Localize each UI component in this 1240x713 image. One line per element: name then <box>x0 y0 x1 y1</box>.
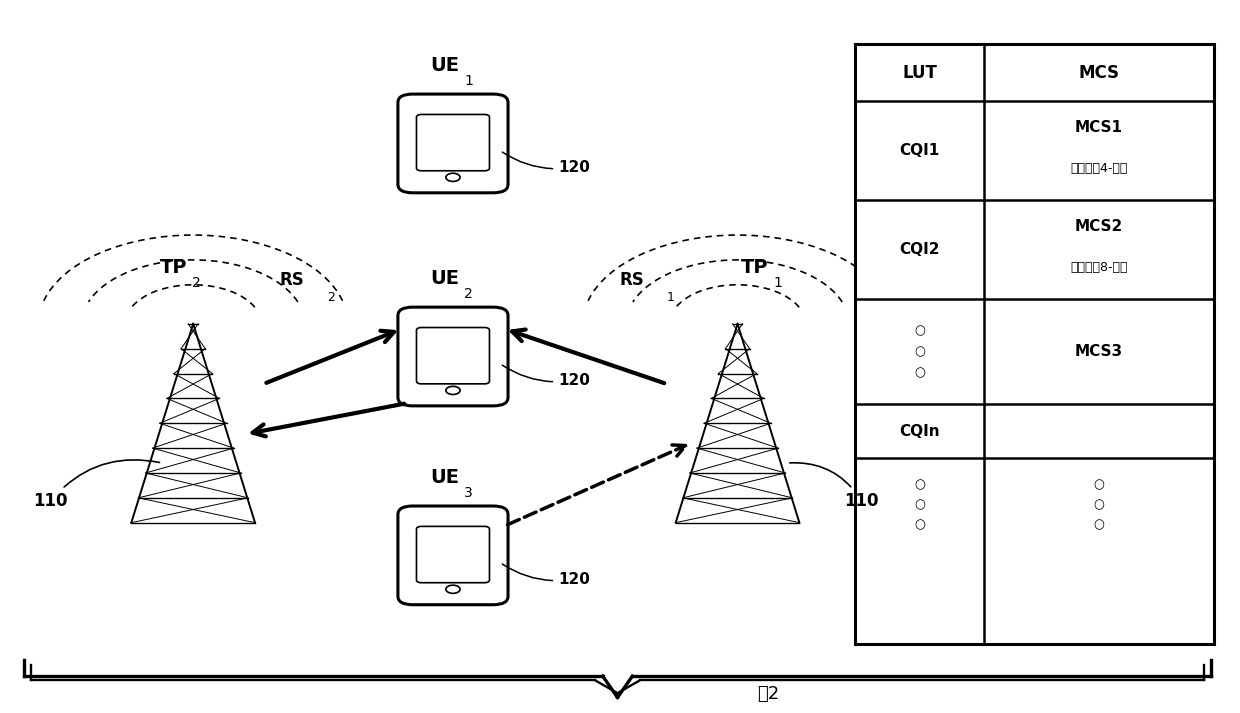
Text: 1: 1 <box>667 291 675 304</box>
Text: CQI1: CQI1 <box>899 143 940 158</box>
Text: CQIn: CQIn <box>899 424 940 438</box>
Text: RS: RS <box>280 272 305 289</box>
Text: ○: ○ <box>914 366 925 379</box>
Text: ○: ○ <box>914 345 925 358</box>
Text: 110: 110 <box>33 460 160 510</box>
Text: （例如，8-点）: （例如，8-点） <box>1070 261 1128 274</box>
Text: UE: UE <box>430 468 459 487</box>
Text: ○: ○ <box>914 478 925 491</box>
Text: TP: TP <box>160 258 187 277</box>
Text: MCS3: MCS3 <box>1075 344 1123 359</box>
Text: ○: ○ <box>914 498 925 511</box>
Text: 2: 2 <box>327 291 335 304</box>
Bar <box>856 44 1214 644</box>
Text: 110: 110 <box>790 463 878 510</box>
Text: 120: 120 <box>502 365 590 388</box>
Text: 120: 120 <box>502 152 590 175</box>
Text: RS: RS <box>620 272 645 289</box>
Text: MCS1: MCS1 <box>1075 120 1123 135</box>
Text: 1: 1 <box>774 276 782 290</box>
Text: 2: 2 <box>192 276 201 290</box>
Text: 120: 120 <box>502 564 590 587</box>
Text: UE: UE <box>430 269 459 288</box>
Text: 1: 1 <box>464 74 472 88</box>
Text: 2: 2 <box>464 287 472 301</box>
Text: ○: ○ <box>1094 518 1105 531</box>
Text: CQI2: CQI2 <box>899 242 940 257</box>
Text: 图2: 图2 <box>758 685 780 703</box>
Text: ○: ○ <box>1094 498 1105 511</box>
Text: （例如，4-点）: （例如，4-点） <box>1070 162 1127 175</box>
Text: LUT: LUT <box>903 63 937 81</box>
Text: MCS: MCS <box>1079 63 1120 81</box>
Text: TP: TP <box>742 258 769 277</box>
Text: MCS2: MCS2 <box>1075 220 1123 235</box>
Text: ○: ○ <box>914 324 925 337</box>
Text: ○: ○ <box>914 518 925 531</box>
Text: UE: UE <box>430 56 459 75</box>
Text: ○: ○ <box>1094 478 1105 491</box>
Text: 3: 3 <box>464 486 472 500</box>
